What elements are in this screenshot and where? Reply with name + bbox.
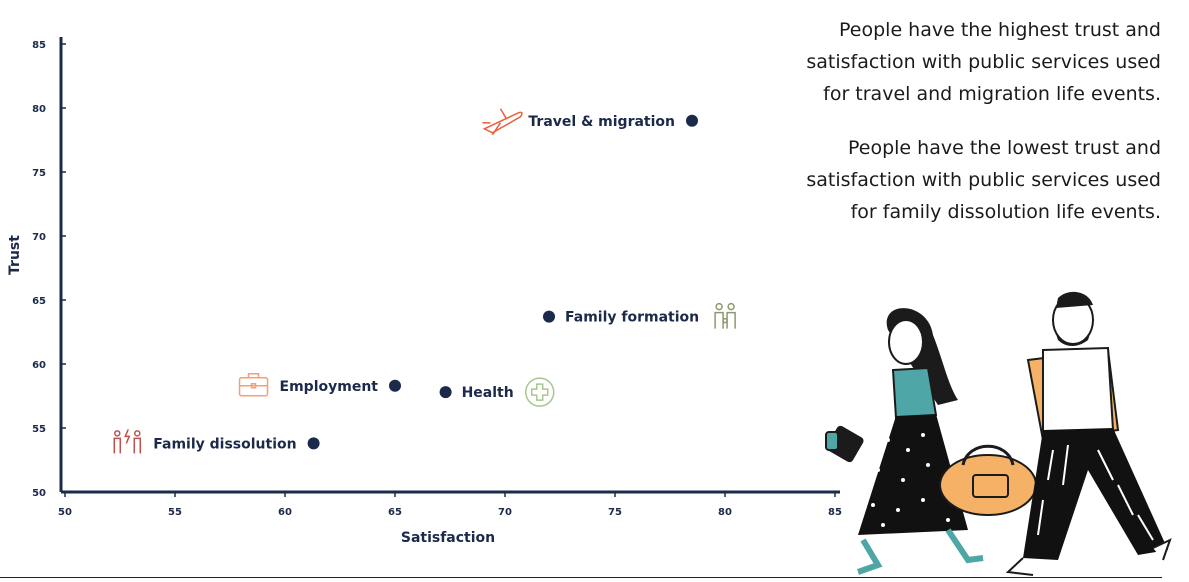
- data-point-group: Travel & migration: [482, 108, 698, 136]
- y-axis-title: Trust: [7, 235, 23, 275]
- data-point-label: Family dissolution: [153, 436, 296, 452]
- y-tick-label: 70: [32, 232, 46, 243]
- y-tick-label: 55: [32, 424, 46, 435]
- x-tick-label: 65: [388, 507, 402, 518]
- y-ticks: 50 55 60 65 70 75 80 85: [32, 40, 66, 499]
- duffel-bag: [939, 444, 1037, 516]
- data-point: [686, 114, 698, 127]
- woman-figure: [825, 308, 984, 575]
- axes: [59, 37, 840, 494]
- data-point: [543, 310, 555, 323]
- x-tick-label: 85: [828, 507, 842, 518]
- data-point-label: Health: [462, 385, 514, 401]
- x-tick-label: 60: [278, 507, 292, 518]
- bottom-rule: [0, 577, 1162, 578]
- data-point-group: Family formation: [543, 302, 736, 329]
- data-point: [439, 386, 452, 399]
- x-tick-label: 75: [608, 507, 622, 518]
- data-point-group: Family dissolution: [113, 429, 320, 454]
- note-highest: People have the highest trust and satisf…: [806, 19, 1161, 105]
- y-tick-label: 60: [32, 360, 46, 371]
- data-point-label: Travel & migration: [528, 114, 675, 130]
- insight-notes: People have the highest trust and satisf…: [781, 14, 1161, 250]
- data-point-group: Health: [439, 377, 555, 407]
- y-tick-label: 65: [32, 296, 46, 307]
- people-walking-illustration: [825, 291, 1172, 576]
- scatter-chart: 50 55 60 65 70 75 80 85 50 55 60 65 70 75 80 85 Satisf…: [7, 37, 842, 546]
- airplane-icon: [482, 108, 523, 136]
- x-tick-label: 80: [718, 507, 732, 518]
- y-tick-label: 50: [32, 488, 46, 499]
- data-point-label: Family formation: [565, 310, 699, 326]
- x-ticks: 50 55 60 65 70 75 80 85: [58, 492, 842, 518]
- y-tick-label: 80: [32, 104, 46, 115]
- family-icon: [714, 302, 736, 329]
- man-figure: [1005, 291, 1172, 576]
- x-tick-label: 70: [498, 507, 512, 518]
- data-point: [389, 379, 401, 392]
- x-tick-label: 55: [168, 507, 182, 518]
- x-axis-title: Satisfaction: [401, 530, 495, 546]
- data-point-group: Employment: [238, 373, 401, 397]
- medical-cross-icon: [524, 377, 555, 407]
- data-point: [307, 437, 320, 450]
- x-tick-label: 50: [58, 507, 72, 518]
- y-tick-label: 85: [32, 40, 46, 51]
- y-tick-label: 75: [32, 168, 46, 179]
- note-lowest: People have the lowest trust and satisfa…: [806, 137, 1161, 223]
- data-point-label: Employment: [280, 379, 379, 395]
- separation-icon: [113, 429, 142, 454]
- data-points: Travel & migration Family formation Employ…: [113, 108, 736, 454]
- briefcase-icon: [238, 373, 269, 397]
